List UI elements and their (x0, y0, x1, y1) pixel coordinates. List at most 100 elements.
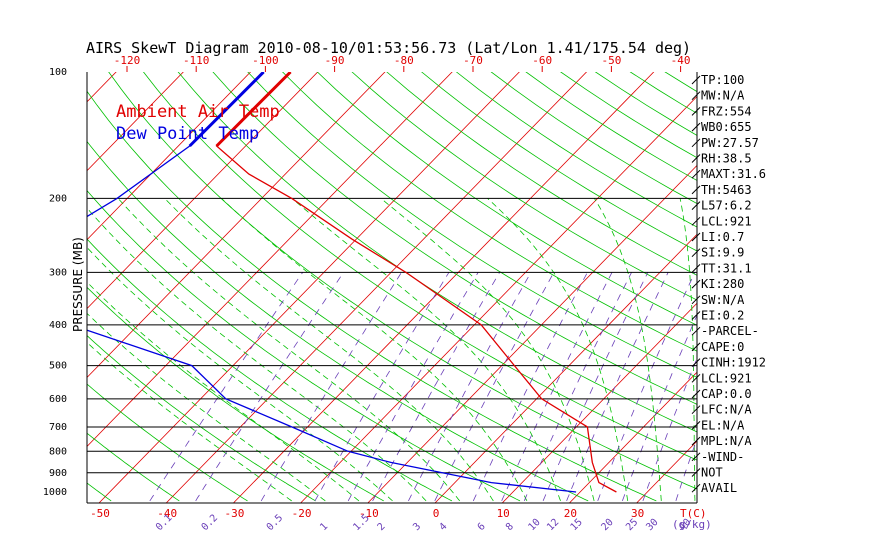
index-tick (691, 279, 701, 289)
index-label: KI:280 (701, 277, 744, 291)
index-tick (691, 311, 701, 320)
isotherm-line (87, 72, 386, 379)
isotherm-line (501, 302, 697, 503)
index-tick (691, 421, 701, 430)
mixing-ratio-label: 0.2 (200, 513, 221, 534)
index-label: TP:100 (701, 73, 744, 87)
mixing-ratio-line (434, 272, 555, 502)
isotherm-line (838, 61, 870, 503)
dry-adiabat-line (282, 72, 697, 352)
index-label: L57:6.2 (701, 199, 752, 213)
dry-adiabat-line (177, 72, 697, 433)
ambient-air-temp-upper (215, 72, 292, 148)
index-label: SI:9.9 (701, 246, 744, 260)
index-tick (691, 295, 701, 305)
pressure-label: 800 (49, 446, 67, 457)
index-label: LFC:N/A (701, 403, 752, 417)
mixing-ratio-line (472, 272, 588, 502)
index-tick (691, 169, 701, 179)
index-label: EI:0.2 (701, 309, 744, 323)
bottom-temperature-ticks: -50 -40 -30 -20 -10 0 10 20 30 (90, 507, 644, 520)
index-tick (691, 201, 701, 210)
top-tick-label: -50 (601, 54, 621, 67)
pressure-labels: 100 200 300 400 500 600 700 800 900 1000 (43, 67, 67, 498)
mixing-ratio-label: 4 (437, 521, 449, 533)
bottom-tick-label: -10 (359, 507, 379, 520)
isotherm-line (771, 61, 870, 503)
mixing-ratio-label: 30 (644, 517, 660, 533)
top-tick-label: -70 (463, 54, 483, 67)
index-tick (691, 483, 701, 493)
mixing-ratio-unit-label: (g/kg) (672, 518, 712, 531)
mixing-ratio-line (260, 272, 402, 502)
bottom-tick-label: -40 (157, 507, 177, 520)
top-tick-label: -120 (114, 54, 141, 67)
index-tick (691, 154, 701, 163)
bottom-tick-label: 0 (433, 507, 440, 520)
pressure-label: 300 (49, 267, 67, 278)
index-tick (691, 342, 701, 352)
dry-adiabat-line (87, 383, 248, 502)
isotherm-line (87, 72, 117, 103)
mixing-ratio-line (149, 272, 304, 502)
mixing-ratio-label: 0.5 (265, 513, 286, 534)
isotherm-line (367, 164, 697, 503)
dry-adiabat-line (386, 72, 697, 276)
pressure-gridlines (87, 197, 697, 474)
legend-ambient-air-temp: Ambient Air Temp (116, 102, 280, 122)
top-tick-label: -60 (532, 54, 552, 67)
dry-adiabat-line (351, 72, 697, 301)
top-temperature-ticks: -120 -110 -100 -90 -80 -70 -60 -50 -40 (114, 54, 691, 72)
isotherm-line (87, 72, 319, 310)
mixing-ratio-label: 20 (599, 517, 615, 533)
bottom-tick-label: 20 (564, 507, 577, 520)
moist-adiabat-line (380, 198, 595, 501)
moist-adiabat-line (291, 198, 561, 502)
index-label: AVAIL (701, 481, 737, 495)
dry-adiabat-lines (87, 72, 697, 502)
pressure-label: 1000 (43, 487, 67, 498)
dry-adiabat-line (87, 140, 589, 502)
isotherm-line (98, 72, 520, 503)
dry-adiabat-line (87, 286, 384, 502)
isotherm-line (636, 440, 697, 503)
dew-point-temp-line (87, 72, 577, 493)
index-tick (691, 468, 701, 477)
mixing-ratio-label: 12 (545, 517, 561, 533)
index-label: CAP:0.0 (701, 387, 752, 401)
isotherm-line (434, 233, 697, 503)
index-tick (691, 107, 701, 116)
index-label: LCL:921 (701, 371, 752, 385)
y-axis-label: PRESSURE (MB) (71, 237, 85, 332)
pressure-label: 600 (49, 394, 67, 405)
index-tick (691, 436, 701, 446)
ambient-air-temp-line (215, 72, 617, 493)
moist-adiabat-line (87, 281, 360, 502)
index-tick (691, 232, 701, 242)
mixing-ratio-label: 6 (476, 521, 488, 533)
index-tick (691, 138, 701, 148)
bottom-tick-label: 10 (497, 507, 510, 520)
dry-adiabat-line (143, 72, 697, 461)
isotherm-lines (0, 61, 870, 503)
top-tick-label: -90 (325, 54, 345, 67)
isotherm-line (0, 61, 60, 503)
index-label: LCL:921 (701, 214, 752, 228)
top-tick-label: -110 (183, 54, 210, 67)
mixing-ratio-line (195, 272, 344, 502)
index-label: MW:N/A (701, 89, 745, 103)
top-tick-label: -100 (252, 54, 279, 67)
mixing-ratio-label: 2 (376, 521, 388, 533)
moist-adiabat-line (87, 207, 427, 502)
moist-adiabat-line (594, 198, 662, 501)
index-label: EL:N/A (701, 418, 745, 432)
dry-adiabat-line (421, 72, 697, 252)
index-label: TT:31.1 (701, 261, 752, 275)
pressure-label: 900 (49, 468, 67, 479)
index-tick (691, 75, 701, 85)
index-label: -WIND- (701, 450, 744, 464)
index-label: LI:0.7 (701, 230, 744, 244)
index-tick (691, 326, 701, 336)
temp-unit-label: T(C) (680, 507, 707, 520)
